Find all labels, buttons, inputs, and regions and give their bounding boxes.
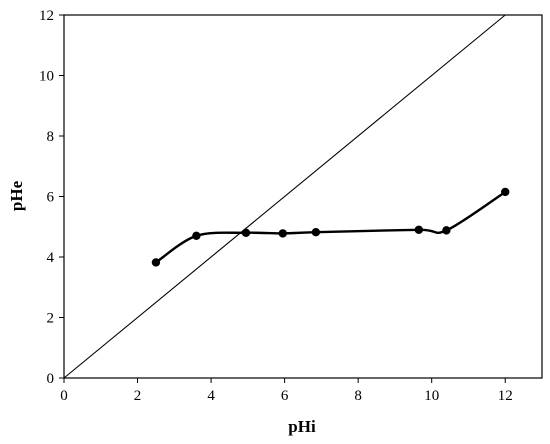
reference-line-y-equals-x — [63, 14, 506, 379]
data-point — [241, 228, 251, 237]
x-tick-label: 6 — [281, 388, 289, 404]
y-tick-label: 10 — [39, 69, 54, 85]
data-point — [311, 227, 321, 237]
y-axis-title: pHe — [7, 180, 26, 211]
data-point — [278, 229, 287, 238]
y-tick-label: 4 — [47, 250, 55, 266]
x-tick-label: 0 — [60, 388, 68, 404]
data-point — [414, 225, 424, 234]
y-tick-label: 6 — [47, 190, 55, 206]
x-tick-label: 4 — [207, 388, 215, 404]
x-tick-label: 8 — [354, 388, 362, 404]
plot-frame — [63, 14, 543, 379]
x-tick-label: 10 — [424, 388, 439, 404]
data-point — [442, 226, 451, 235]
data-point — [192, 231, 201, 241]
data-point — [151, 258, 161, 267]
y-tick-label: 8 — [47, 129, 55, 145]
x-axis-title: pHi — [288, 417, 316, 436]
y-tick-label: 12 — [39, 8, 54, 24]
x-tick-label: 12 — [498, 388, 513, 404]
y-tick-label: 0 — [47, 371, 55, 387]
series-line-phe — [154, 190, 507, 264]
x-tick-label: 2 — [134, 388, 142, 404]
y-tick-label: 2 — [47, 311, 55, 327]
data-point — [501, 187, 510, 197]
